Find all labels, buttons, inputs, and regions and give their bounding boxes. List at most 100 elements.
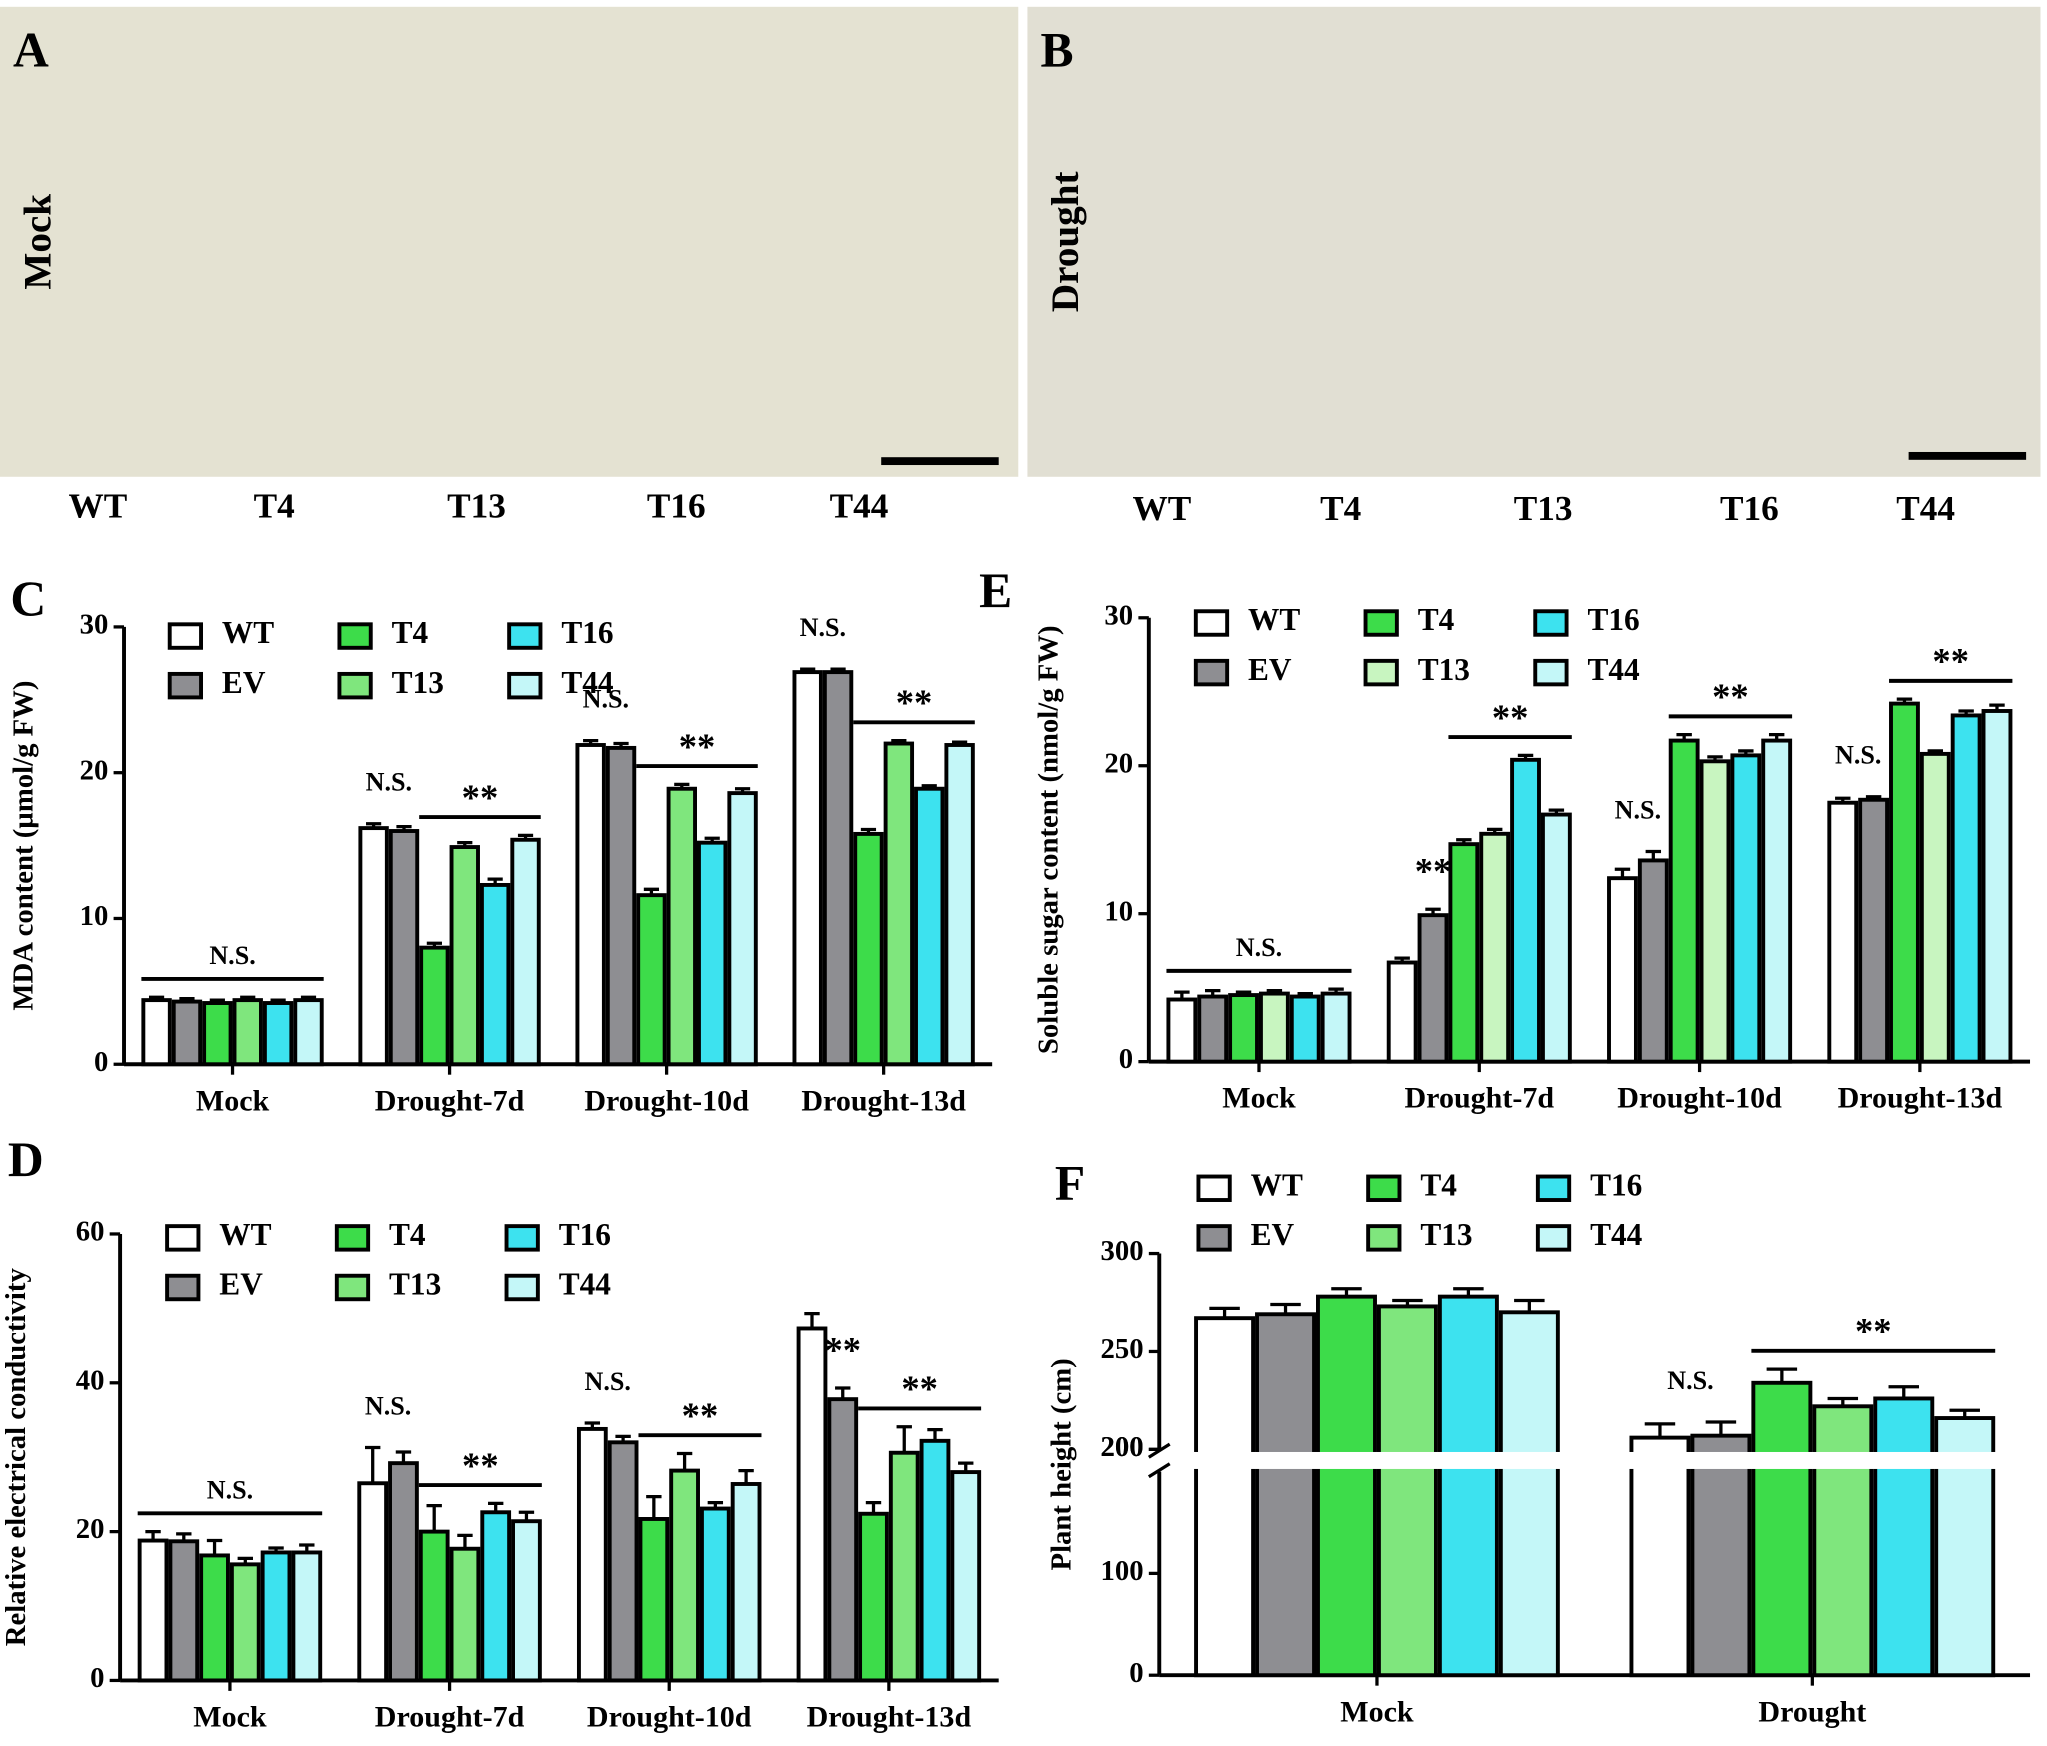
bar bbox=[1981, 709, 2013, 1064]
bar bbox=[666, 786, 697, 1067]
legend-label: WT bbox=[222, 615, 274, 650]
bar bbox=[1258, 991, 1290, 1064]
error-bar bbox=[704, 836, 720, 843]
error-bar bbox=[1768, 733, 1785, 741]
legend-label: T13 bbox=[1420, 1217, 1472, 1252]
photo-drought bbox=[1027, 6, 2041, 477]
significance-label: ** bbox=[824, 1329, 861, 1370]
error-bar bbox=[896, 1425, 912, 1453]
legend-label: T16 bbox=[1590, 1167, 1642, 1202]
error-bar bbox=[958, 1461, 974, 1473]
error-bar bbox=[643, 887, 660, 896]
bar bbox=[944, 743, 975, 1067]
bar bbox=[419, 945, 450, 1067]
legend-label: WT bbox=[1248, 602, 1300, 637]
error-bar bbox=[1209, 1306, 1240, 1319]
bar bbox=[858, 1511, 889, 1683]
bar bbox=[357, 1481, 389, 1683]
bar bbox=[1919, 751, 1951, 1064]
bar bbox=[141, 998, 172, 1067]
error-bar bbox=[1766, 1367, 1798, 1383]
significance-label: N.S. bbox=[207, 1475, 253, 1504]
bar bbox=[576, 1426, 608, 1683]
error-bar bbox=[1645, 849, 1662, 861]
x-tick-label: Drought-7d bbox=[375, 1084, 525, 1117]
y-tick-label: 20 bbox=[80, 754, 109, 786]
legend-swatch bbox=[1193, 609, 1230, 637]
error-bar bbox=[1394, 956, 1410, 963]
bar bbox=[1950, 713, 1982, 1064]
legend-label: WT bbox=[219, 1217, 271, 1252]
y-tick-label: 100 bbox=[1101, 1555, 1144, 1587]
error-bar bbox=[1392, 1298, 1423, 1307]
legend-swatch bbox=[1196, 1224, 1232, 1252]
error-bar bbox=[396, 825, 412, 832]
bar bbox=[827, 1397, 859, 1683]
legend-label: T16 bbox=[1587, 602, 1639, 637]
error-bar bbox=[1297, 991, 1313, 997]
y-tick-label: 30 bbox=[80, 609, 109, 641]
bar bbox=[1540, 812, 1572, 1064]
y-tick-label: 10 bbox=[80, 900, 109, 932]
bar bbox=[888, 1450, 920, 1683]
error-bar bbox=[268, 1546, 284, 1553]
legend-swatch bbox=[1533, 658, 1569, 687]
bar bbox=[293, 998, 324, 1067]
significance-label: N.S. bbox=[1835, 741, 1881, 770]
error-bar bbox=[865, 1500, 882, 1514]
error-bar bbox=[1456, 838, 1472, 845]
legend-label: T4 bbox=[1420, 1167, 1457, 1202]
panel-letter: A bbox=[13, 22, 49, 77]
significance-label: N.S. bbox=[585, 1367, 631, 1396]
error-bar bbox=[860, 827, 877, 834]
error-bar bbox=[518, 1510, 535, 1522]
y-axis-label: Relative electrical conductivity bbox=[0, 1268, 32, 1647]
legend-label: T44 bbox=[559, 1267, 612, 1302]
scale-bar bbox=[1908, 451, 2027, 460]
error-bar bbox=[800, 667, 816, 673]
bar bbox=[1668, 738, 1700, 1064]
bar bbox=[727, 791, 758, 1067]
plant-label: T44 bbox=[1896, 489, 1955, 528]
bar bbox=[638, 1517, 670, 1683]
error-bar bbox=[1453, 1287, 1484, 1297]
x-tick-label: Mock bbox=[196, 1084, 270, 1117]
significance-label: N.S. bbox=[800, 613, 846, 642]
error-bar bbox=[584, 1421, 601, 1429]
x-tick-label: Mock bbox=[193, 1700, 267, 1733]
error-bar bbox=[830, 667, 846, 673]
legend-label: T13 bbox=[392, 665, 444, 700]
bar bbox=[1255, 1312, 1317, 1678]
legend-label: EV bbox=[222, 665, 266, 700]
bar bbox=[291, 1550, 323, 1683]
legend-swatch bbox=[334, 1273, 371, 1302]
legend-label: T13 bbox=[1418, 652, 1470, 687]
bar bbox=[1629, 1435, 1691, 1678]
bar bbox=[1498, 1310, 1560, 1678]
legend-swatch bbox=[504, 1224, 540, 1252]
bar bbox=[388, 829, 420, 1067]
error-bar bbox=[1644, 1422, 1676, 1438]
legend-swatch bbox=[334, 1224, 371, 1252]
y-tick-label: 200 bbox=[1101, 1431, 1144, 1463]
bar bbox=[262, 1001, 294, 1067]
significance-label: ** bbox=[682, 1395, 719, 1436]
bar bbox=[480, 1510, 512, 1683]
plant-label: T13 bbox=[447, 487, 506, 526]
error-bar bbox=[145, 1529, 161, 1541]
bar bbox=[1690, 1433, 1752, 1678]
error-bar bbox=[613, 741, 629, 748]
legend-label: T13 bbox=[389, 1267, 441, 1302]
panel-letter: E bbox=[979, 563, 1012, 618]
error-bar bbox=[1949, 1408, 1980, 1419]
plant-label: T44 bbox=[830, 487, 889, 526]
bar bbox=[699, 1506, 731, 1683]
error-bar bbox=[583, 738, 599, 745]
y-tick-label: 0 bbox=[90, 1662, 104, 1694]
bar bbox=[605, 745, 637, 1067]
y-tick-label: 250 bbox=[1101, 1333, 1144, 1365]
x-tick-label: Drought-10d bbox=[587, 1700, 752, 1733]
error-bar bbox=[487, 877, 503, 885]
error-bar bbox=[1827, 1396, 1859, 1407]
bar bbox=[1607, 876, 1638, 1064]
